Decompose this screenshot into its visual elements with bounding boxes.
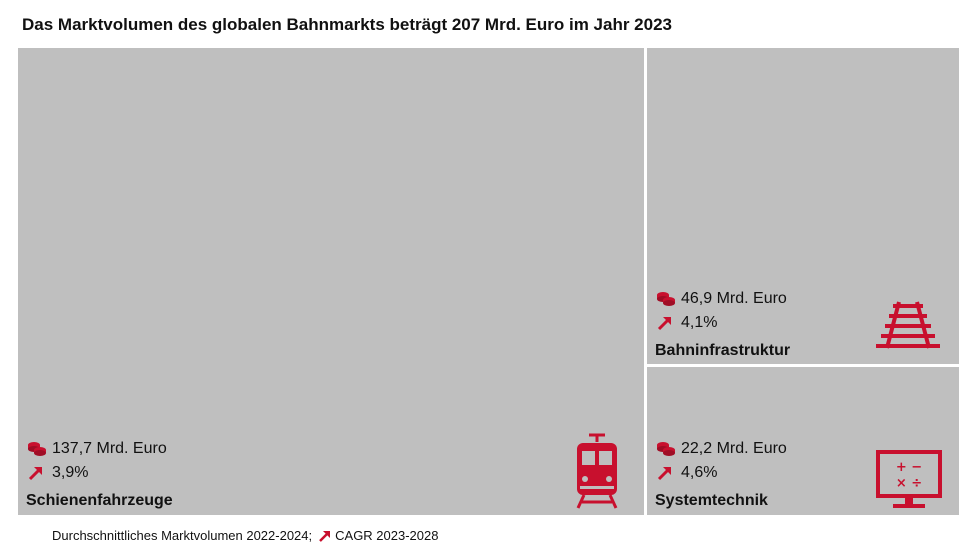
cagr-row: 4,6% bbox=[655, 464, 717, 482]
treemap-tile-systemtechnik: 22,2 Mrd. Euro 4,6% Systemtechnik + − × … bbox=[647, 367, 959, 515]
volume-value: 46,9 Mrd. Euro bbox=[681, 290, 787, 307]
segment-name: Bahninfrastruktur bbox=[655, 342, 791, 359]
cagr-value: 4,1% bbox=[681, 314, 718, 331]
coins-icon bbox=[655, 291, 677, 307]
volume-row: 22,2 Mrd. Euro bbox=[655, 440, 787, 458]
trend-up-arrow-icon bbox=[318, 530, 332, 542]
svg-text:+ −: + − bbox=[896, 460, 922, 475]
rail-track-icon bbox=[873, 300, 943, 355]
trend-up-arrow-icon bbox=[655, 315, 677, 331]
coins-icon bbox=[26, 441, 48, 457]
chart-footnote: Durchschnittliches Marktvolumen 2022-202… bbox=[52, 528, 438, 543]
footnote-volume: Durchschnittliches Marktvolumen 2022-202… bbox=[52, 528, 313, 543]
svg-text:× ÷: × ÷ bbox=[896, 476, 922, 491]
cagr-row: 4,1% bbox=[655, 314, 717, 332]
cagr-value: 4,6% bbox=[681, 464, 718, 481]
control-panel-icon: + − × ÷ bbox=[875, 449, 943, 516]
volume-row: 137,7 Mrd. Euro bbox=[26, 440, 167, 458]
cagr-row: 3,9% bbox=[26, 464, 88, 482]
train-icon bbox=[574, 432, 620, 515]
coins-icon bbox=[655, 441, 677, 457]
footnote-cagr: CAGR 2023-2028 bbox=[335, 528, 439, 543]
volume-row: 46,9 Mrd. Euro bbox=[655, 290, 787, 308]
trend-up-arrow-icon bbox=[655, 465, 677, 481]
treemap-tile-bahninfrastruktur: 46,9 Mrd. Euro 4,1% Bahninfrastruktur bbox=[647, 48, 959, 364]
chart-title: Das Marktvolumen des globalen Bahnmarkts… bbox=[22, 15, 672, 34]
segment-name: Schienenfahrzeuge bbox=[26, 492, 173, 509]
cagr-value: 3,9% bbox=[52, 464, 89, 481]
treemap-tile-schienenfahrzeuge: 137,7 Mrd. Euro 3,9% Schienenfahrzeuge bbox=[18, 48, 644, 515]
trend-up-arrow-icon bbox=[26, 465, 48, 481]
volume-value: 22,2 Mrd. Euro bbox=[681, 440, 787, 457]
segment-name: Systemtechnik bbox=[655, 492, 768, 509]
volume-value: 137,7 Mrd. Euro bbox=[52, 440, 167, 457]
